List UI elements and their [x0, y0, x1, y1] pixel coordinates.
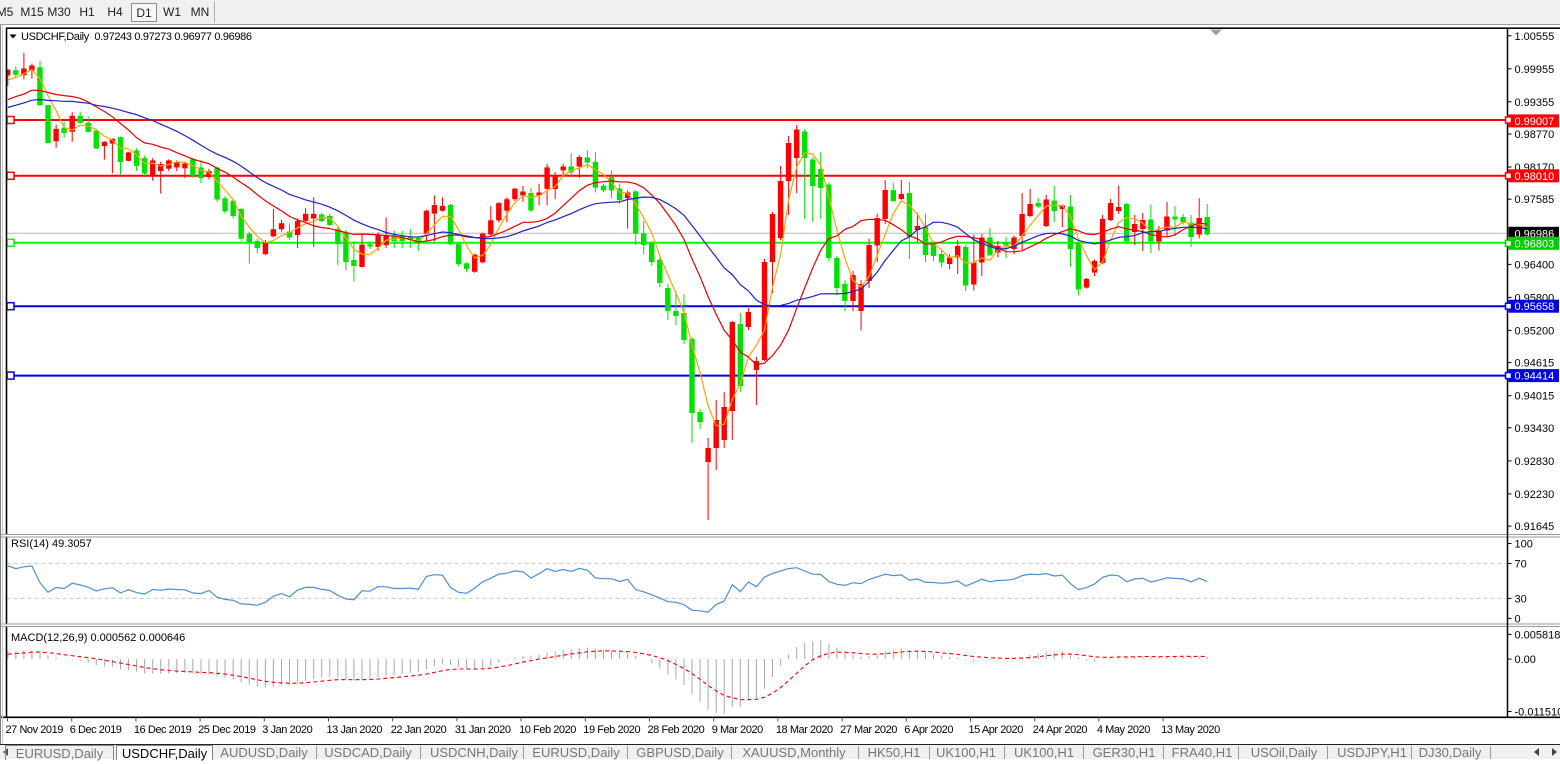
svg-text:27 Mar 2020: 27 Mar 2020 — [840, 724, 897, 736]
svg-text:0.98010: 0.98010 — [1515, 171, 1555, 183]
svg-text:0.95658: 0.95658 — [1515, 301, 1555, 313]
svg-text:0.00: 0.00 — [1515, 654, 1536, 666]
svg-text:0.99007: 0.99007 — [1515, 116, 1555, 128]
svg-text:70: 70 — [1515, 559, 1527, 571]
svg-text:4 May 2020: 4 May 2020 — [1097, 724, 1150, 736]
svg-text:0.92230: 0.92230 — [1515, 489, 1555, 501]
svg-text:0.99355: 0.99355 — [1515, 97, 1555, 109]
svg-text:1.00555: 1.00555 — [1515, 31, 1555, 43]
svg-text:6 Apr 2020: 6 Apr 2020 — [904, 724, 953, 736]
svg-text:22 Jan 2020: 22 Jan 2020 — [391, 724, 447, 736]
svg-text:0.95200: 0.95200 — [1515, 325, 1555, 337]
svg-text:10 Feb 2020: 10 Feb 2020 — [519, 724, 576, 736]
svg-text:13 May 2020: 13 May 2020 — [1161, 724, 1220, 736]
svg-text:6 Dec 2019: 6 Dec 2019 — [70, 724, 122, 736]
svg-text:0.94615: 0.94615 — [1515, 358, 1555, 370]
svg-text:18 Mar 2020: 18 Mar 2020 — [776, 724, 833, 736]
svg-text:MACD(12,26,9) 0.000562 0.00064: MACD(12,26,9) 0.000562 0.000646 — [11, 632, 185, 644]
svg-text:0.005818: 0.005818 — [1515, 629, 1560, 641]
svg-text:31 Jan 2020: 31 Jan 2020 — [455, 724, 511, 736]
svg-text:0.98770: 0.98770 — [1515, 129, 1555, 141]
svg-text:0.97585: 0.97585 — [1515, 194, 1555, 206]
svg-text:9 Mar 2020: 9 Mar 2020 — [712, 724, 763, 736]
svg-text:27 Nov 2019: 27 Nov 2019 — [6, 724, 64, 736]
svg-text:3 Jan 2020: 3 Jan 2020 — [262, 724, 312, 736]
svg-text:0.93430: 0.93430 — [1515, 423, 1555, 435]
svg-text:0.96400: 0.96400 — [1515, 259, 1555, 271]
svg-text:0.99955: 0.99955 — [1515, 64, 1555, 76]
svg-text:0.94414: 0.94414 — [1515, 371, 1555, 383]
svg-text:28 Feb 2020: 28 Feb 2020 — [648, 724, 705, 736]
svg-text:25 Dec 2019: 25 Dec 2019 — [198, 724, 256, 736]
svg-text:100: 100 — [1515, 539, 1533, 551]
svg-text:15 Apr 2020: 15 Apr 2020 — [969, 724, 1024, 736]
svg-text:0.94015: 0.94015 — [1515, 391, 1555, 403]
svg-text:30: 30 — [1515, 593, 1527, 605]
svg-text:13 Jan 2020: 13 Jan 2020 — [327, 724, 383, 736]
svg-text:19 Feb 2020: 19 Feb 2020 — [583, 724, 640, 736]
svg-text:USDCHF,Daily 0.97243 0.97273: USDCHF,Daily 0.97243 0.97273 0.96977 0.9… — [21, 31, 252, 43]
svg-text:24 Apr 2020: 24 Apr 2020 — [1033, 724, 1088, 736]
svg-text:0: 0 — [1515, 613, 1521, 625]
svg-text:RSI(14) 49.3057: RSI(14) 49.3057 — [11, 538, 92, 550]
svg-text:-0.011510: -0.011510 — [1515, 707, 1560, 719]
svg-text:0.91645: 0.91645 — [1515, 521, 1555, 533]
svg-text:0.96803: 0.96803 — [1515, 238, 1555, 250]
svg-text:16 Dec 2019: 16 Dec 2019 — [134, 724, 192, 736]
svg-text:0.92830: 0.92830 — [1515, 456, 1555, 468]
